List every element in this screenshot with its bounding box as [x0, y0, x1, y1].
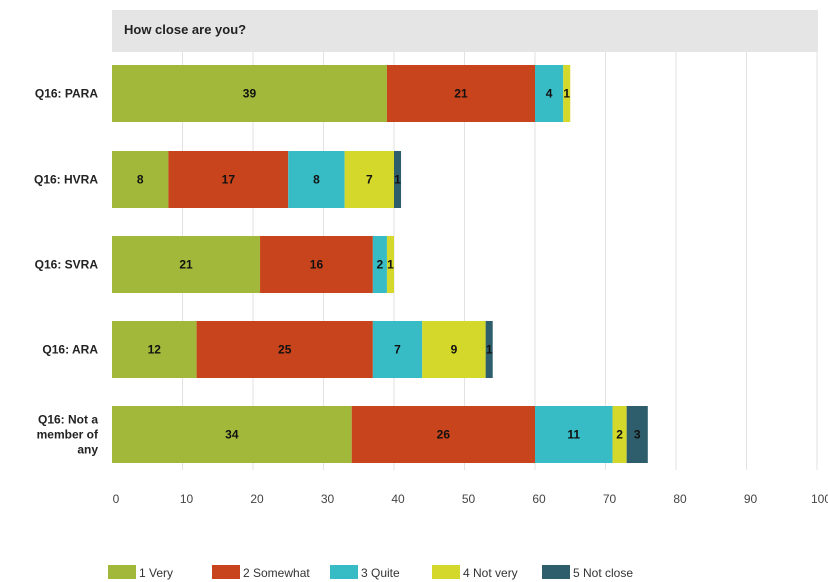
category-label: Q16: SVRA — [35, 258, 99, 272]
bar-segment — [563, 65, 571, 122]
data-label: 3 — [634, 428, 641, 442]
data-label: 21 — [179, 258, 193, 272]
bar-segment — [168, 151, 289, 208]
x-tick-label: 0 — [113, 492, 120, 506]
x-tick-label: 10 — [180, 492, 194, 506]
category-label: Q16: ARA — [42, 343, 98, 357]
bar-segment — [288, 151, 345, 208]
bar-segment — [260, 236, 373, 293]
bar-segment — [112, 321, 197, 378]
legend-item: 3 Quite — [330, 565, 400, 580]
x-tick-label: 90 — [744, 492, 758, 506]
bar-segment — [386, 65, 535, 122]
data-label: 9 — [451, 343, 458, 357]
x-tick-label: 40 — [391, 492, 405, 506]
data-label: 1 — [563, 87, 570, 101]
legend-label: 2 Somewhat — [243, 566, 310, 580]
bar-segment — [372, 321, 423, 378]
data-label: 4 — [546, 87, 553, 101]
chart-title: How close are you? — [124, 22, 246, 37]
category-label: Q16: HVRA — [34, 173, 98, 187]
bar-segment — [372, 236, 387, 293]
legend-label: 1 Very — [139, 566, 173, 580]
x-tick-label: 50 — [462, 492, 476, 506]
bar-segment — [112, 65, 387, 122]
legend-item: 2 Somewhat — [212, 565, 310, 580]
data-label: 34 — [225, 428, 239, 442]
data-label: 21 — [454, 87, 468, 101]
data-label: 16 — [310, 258, 324, 272]
x-tick-label: 80 — [673, 492, 687, 506]
category-label: Q16: PARA — [35, 87, 98, 101]
legend-swatch — [108, 565, 136, 579]
bar-segment — [196, 321, 373, 378]
bar-segment — [386, 236, 394, 293]
legend-swatch — [212, 565, 240, 579]
legend: 1 Very 2 Somewhat 3 Quite 4 Not very 5 Not c… — [108, 565, 633, 580]
data-label: 26 — [437, 428, 451, 442]
bar-segment — [112, 151, 169, 208]
bar-segment — [344, 151, 394, 208]
category-label: Q16: Not a member of any — [37, 413, 99, 457]
bar-segment — [422, 321, 486, 378]
data-label: 1 — [394, 173, 401, 187]
data-label: 1 — [486, 343, 493, 357]
bar-segment — [535, 65, 564, 122]
data-label: 7 — [394, 343, 401, 357]
x-tick-label: 60 — [532, 492, 546, 506]
data-label: 12 — [148, 343, 162, 357]
bar-segment — [112, 236, 261, 293]
legend-swatch — [542, 565, 570, 579]
title-bar — [112, 10, 818, 52]
data-label: 17 — [222, 173, 236, 187]
bar-segment — [485, 321, 493, 378]
x-tick-label: 70 — [603, 492, 617, 506]
data-label: 25 — [278, 343, 292, 357]
x-tick-label: 100 — [811, 492, 828, 506]
bar-segment — [394, 151, 402, 208]
bars: 39 21 4 18 17 8 7 121 16 2 112 25 7 9 134 26 11 2 3 — [112, 65, 648, 463]
x-tick-label: 30 — [321, 492, 335, 506]
data-label: 2 — [616, 428, 623, 442]
category-labels: Q16: PARA Q16: HVRA Q16: SVRA Q16: ARA Q16: … — [34, 87, 99, 457]
data-label: 1 — [387, 258, 394, 272]
data-label: 8 — [137, 173, 144, 187]
legend-swatch — [330, 565, 358, 579]
bar-segment — [612, 406, 627, 463]
legend-label: 4 Not very — [463, 566, 518, 580]
data-label: 7 — [366, 173, 373, 187]
legend-label: 5 Not close — [573, 566, 633, 580]
x-axis-ticks: 0 10 20 30 40 50 60 70 80 90 100 — [113, 492, 828, 506]
data-label: 39 — [243, 87, 257, 101]
legend-item: 5 Not close — [542, 565, 633, 580]
legend-swatch — [432, 565, 460, 579]
x-tick-label: 20 — [250, 492, 264, 506]
data-label: 2 — [377, 258, 384, 272]
bar-segment — [626, 406, 648, 463]
legend-label: 3 Quite — [361, 566, 400, 580]
legend-item: 4 Not very — [432, 565, 518, 580]
legend-item: 1 Very — [108, 565, 173, 580]
bar-segment — [535, 406, 613, 463]
data-label: 11 — [567, 428, 580, 442]
bar-segment — [351, 406, 535, 463]
bar-segment — [112, 406, 352, 463]
data-label: 8 — [313, 173, 320, 187]
